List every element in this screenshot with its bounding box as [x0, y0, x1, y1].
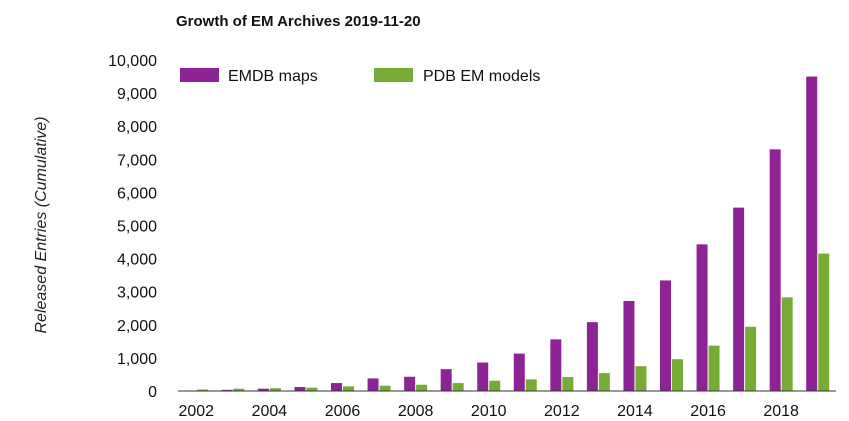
legend: EMDB maps PDB EM models: [180, 68, 540, 85]
bar-emdb-maps-2005: [294, 387, 306, 391]
y-axis-ticks: 0 1,000 2,000 3,000 4,000 5,000 6,000 7,000 8,00…: [108, 53, 157, 401]
bar-emdb-maps-2017: [733, 207, 745, 391]
y-tick-label: 7,000: [117, 152, 157, 169]
bar-pdb-em-models-2010: [489, 380, 501, 391]
y-tick-label: 6,000: [117, 185, 157, 202]
bar-pdb-em-models-2012: [562, 377, 574, 391]
bar-pdb-em-models-2016: [708, 345, 720, 391]
bar-pdb-em-models-2015: [672, 359, 683, 391]
bar-pdb-em-models-2002: [196, 389, 208, 391]
bar-pdb-em-models-2006: [343, 386, 354, 391]
bars: [184, 76, 830, 392]
bar-pdb-em-models-2008: [416, 384, 428, 391]
legend-swatch: [374, 68, 413, 82]
y-tick-label: 8,000: [117, 119, 157, 136]
bar-emdb-maps-2004: [257, 388, 269, 391]
x-tick-label: 2010: [471, 403, 507, 420]
x-tick-label: 2018: [763, 403, 799, 420]
bar-emdb-maps-2018: [769, 149, 781, 391]
bar-pdb-em-models-2011: [525, 379, 537, 391]
y-tick-label: 3,000: [117, 285, 157, 302]
bar-emdb-maps-2014: [623, 300, 635, 391]
bar-pdb-em-models-2004: [269, 388, 281, 391]
bar-emdb-maps-2009: [440, 369, 452, 391]
x-tick-label: 2014: [617, 403, 653, 420]
y-tick-label: 9,000: [117, 86, 157, 103]
x-tick-label: 2012: [544, 403, 580, 420]
bar-emdb-maps-2006: [331, 383, 342, 391]
bar-emdb-maps-2003: [221, 389, 233, 391]
bar-pdb-em-models-2013: [598, 373, 610, 391]
x-tick-label: 2004: [252, 403, 288, 420]
bar-emdb-maps-2015: [660, 280, 671, 391]
bar-pdb-em-models-2017: [745, 326, 757, 391]
y-tick-label: 1,000: [117, 351, 157, 368]
x-tick-label: 2002: [178, 403, 214, 420]
y-tick-label: 5,000: [117, 219, 157, 236]
legend-label: PDB EM models: [423, 68, 540, 85]
bar-emdb-maps-2011: [513, 353, 525, 391]
bar-pdb-em-models-2005: [306, 387, 318, 391]
y-tick-label: 10,000: [108, 53, 157, 70]
y-tick-label: 2,000: [117, 318, 157, 335]
bar-pdb-em-models-2018: [781, 297, 793, 391]
bar-pdb-em-models-2003: [233, 388, 245, 391]
legend-label: EMDB maps: [228, 68, 318, 85]
y-tick-label: 4,000: [117, 252, 157, 269]
bar-emdb-maps-2007: [367, 378, 379, 391]
bar-emdb-maps-2013: [586, 322, 598, 391]
bar-pdb-em-models-2009: [452, 383, 464, 391]
x-tick-label: 2008: [398, 403, 434, 420]
bar-pdb-em-models-2014: [635, 366, 647, 391]
bar-emdb-maps-2016: [696, 244, 708, 391]
bar-emdb-maps-2012: [550, 339, 562, 391]
x-tick-label: 2016: [690, 403, 726, 420]
bar-emdb-maps-2019: [806, 76, 818, 392]
x-tick-label: 2006: [325, 403, 361, 420]
y-tick-label: 0: [148, 384, 157, 401]
legend-swatch: [180, 68, 219, 82]
bar-pdb-em-models-2019: [818, 253, 830, 391]
x-axis-ticks: 2002 2004 2006 2008 2010 2012 2014 2016 2018: [178, 403, 799, 420]
chart-title: Growth of EM Archives 2019-11-20: [176, 13, 421, 30]
bar-emdb-maps-2008: [404, 376, 416, 391]
bar-emdb-maps-2010: [477, 362, 489, 391]
bar-pdb-em-models-2007: [379, 385, 391, 391]
